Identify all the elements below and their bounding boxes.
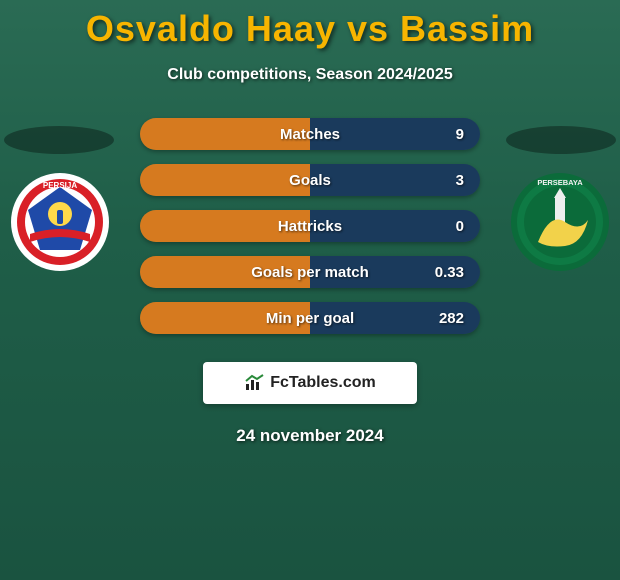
persija-logo-icon: PERSIJA [10, 172, 110, 272]
stat-value: 0 [456, 218, 464, 235]
chart-icon [244, 374, 266, 392]
stats-list: Matches 9 Goals 3 Hattricks 0 Goals per … [140, 118, 480, 334]
persebaya-logo-icon: PERSEBAYA [510, 172, 610, 272]
stat-row: Goals per match 0.33 [140, 256, 480, 288]
page-title: Osvaldo Haay vs Bassim [0, 0, 620, 50]
club-badge-left: PERSIJA [10, 172, 110, 272]
date-label: 24 november 2024 [0, 426, 620, 446]
stat-value: 282 [439, 310, 464, 327]
stat-row: Min per goal 282 [140, 302, 480, 334]
svg-text:PERSEBAYA: PERSEBAYA [537, 178, 583, 187]
club-badge-right: PERSEBAYA [510, 172, 610, 272]
stat-label: Goals [289, 172, 331, 189]
subtitle: Club competitions, Season 2024/2025 [0, 66, 620, 84]
player-shadow-right [506, 126, 616, 154]
stat-value: 0.33 [435, 264, 464, 281]
stat-label: Goals per match [251, 264, 369, 281]
player-shadow-left [4, 126, 114, 154]
stat-label: Min per goal [266, 310, 354, 327]
stat-value: 9 [456, 126, 464, 143]
svg-text:PERSIJA: PERSIJA [43, 181, 77, 190]
stat-label: Matches [280, 126, 340, 143]
stat-row: Goals 3 [140, 164, 480, 196]
stat-label: Hattricks [278, 218, 342, 235]
stat-row: Hattricks 0 [140, 210, 480, 242]
site-attribution[interactable]: FcTables.com [203, 362, 417, 404]
site-label: FcTables.com [270, 374, 376, 392]
stat-row: Matches 9 [140, 118, 480, 150]
stat-value: 3 [456, 172, 464, 189]
